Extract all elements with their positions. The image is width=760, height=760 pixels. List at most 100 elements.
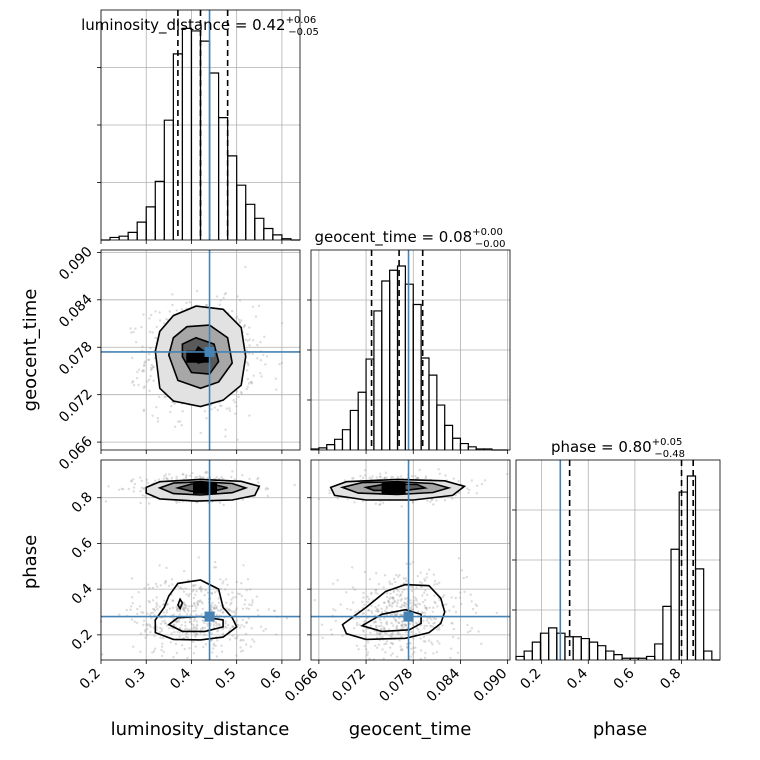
scatter-point — [387, 601, 390, 604]
scatter-point — [197, 599, 200, 603]
scatter-point — [405, 602, 408, 605]
scatter-point — [231, 634, 234, 637]
scatter-point — [194, 609, 197, 612]
y-tick-label: 0.084 — [56, 291, 96, 331]
scatter-point — [438, 628, 441, 631]
scatter-point — [184, 624, 187, 627]
scatter-point — [210, 639, 213, 642]
scatter-point — [382, 626, 386, 629]
scatter-point — [246, 578, 250, 581]
scatter-point — [329, 628, 333, 631]
scatter-point — [190, 604, 193, 608]
scatter-point — [141, 369, 144, 372]
scatter-point — [353, 588, 357, 591]
scatter-point — [443, 499, 447, 502]
scatter-point — [228, 609, 232, 612]
scatter-point — [352, 617, 355, 620]
scatter-point — [450, 647, 453, 650]
scatter-point — [400, 597, 403, 601]
scatter-point — [223, 293, 226, 296]
scatter-point — [375, 476, 378, 479]
scatter-point — [185, 605, 188, 608]
scatter-point — [183, 602, 186, 605]
scatter-point — [409, 562, 412, 566]
scatter-point — [418, 468, 421, 472]
scatter-point — [146, 380, 149, 383]
scatter-point — [178, 500, 181, 504]
scatter-point — [147, 600, 150, 603]
scatter-point — [245, 589, 248, 592]
scatter-point — [215, 476, 218, 479]
scatter-point — [238, 299, 242, 302]
scatter-point — [160, 648, 163, 652]
scatter-point — [242, 639, 245, 642]
scatter-point — [140, 486, 143, 489]
scatter-point — [199, 476, 202, 479]
scatter-point — [334, 609, 337, 612]
scatter-point — [391, 652, 394, 655]
scatter-point — [217, 601, 221, 604]
scatter-point — [192, 596, 195, 600]
scatter-point — [411, 501, 414, 504]
scatter-point — [195, 626, 198, 630]
scatter-point — [225, 601, 228, 604]
scatter-point — [438, 626, 441, 629]
x-tick-label: 0.6 — [611, 665, 638, 692]
scatter-point — [212, 606, 215, 609]
scatter-point — [417, 602, 420, 605]
scatter-point — [396, 475, 400, 479]
scatter-point — [428, 616, 432, 620]
histogram-bin — [163, 119, 174, 240]
scatter-point — [388, 580, 391, 583]
tick-labels: 0.2 0.3 0.4 0.5 0.60.066 0.072 0.078 0.084 0.090… — [56, 244, 684, 705]
scatter-point — [195, 613, 198, 616]
scatter-point — [226, 583, 229, 586]
scatter-point — [211, 601, 214, 605]
scatter-point — [217, 623, 220, 626]
scatter-point — [424, 606, 427, 610]
scatter-point — [204, 471, 207, 475]
title-geocent-time: geocent_time = 0.08+0.00 −0.00 — [315, 227, 506, 250]
scatter-point — [379, 636, 382, 639]
scatter-point — [363, 570, 366, 574]
scatter-point — [172, 623, 175, 627]
scatter-point — [165, 609, 168, 612]
scatter-point — [149, 368, 153, 372]
histogram-bin — [451, 437, 462, 450]
scatter-point — [233, 478, 237, 481]
scatter-point — [465, 575, 468, 579]
scatter-point — [197, 556, 200, 559]
scatter-point — [178, 420, 182, 423]
scatter-point — [266, 494, 269, 498]
scatter-point — [168, 473, 171, 476]
scatter-point — [222, 503, 225, 507]
scatter-point — [227, 608, 231, 611]
scatter-point — [235, 581, 238, 584]
scatter-point — [390, 621, 393, 625]
scatter-point — [246, 385, 249, 389]
scatter-point — [170, 405, 173, 408]
histogram-bin — [694, 568, 705, 660]
scatter-point — [132, 384, 136, 387]
scatter-point — [411, 589, 414, 593]
scatter-point — [367, 609, 370, 612]
scatter-point — [405, 606, 408, 610]
scatter-point — [140, 479, 143, 482]
scatter-point — [152, 650, 156, 653]
scatter-point — [148, 601, 152, 604]
scatter-point — [217, 629, 220, 632]
scatter-point — [389, 592, 392, 595]
scatter-point — [164, 395, 167, 398]
scatter-point — [457, 637, 460, 640]
scatter-point — [229, 627, 232, 630]
scatter-point — [143, 385, 146, 388]
histogram-bin — [515, 655, 525, 660]
scatter-point — [221, 611, 225, 614]
scatter-point — [173, 402, 176, 405]
scatter-point — [137, 368, 141, 371]
scatter-point — [405, 642, 409, 646]
scatter-point — [177, 620, 180, 623]
scatter-point — [230, 598, 233, 601]
scatter-point — [264, 627, 267, 631]
histogram-bin — [357, 391, 367, 450]
